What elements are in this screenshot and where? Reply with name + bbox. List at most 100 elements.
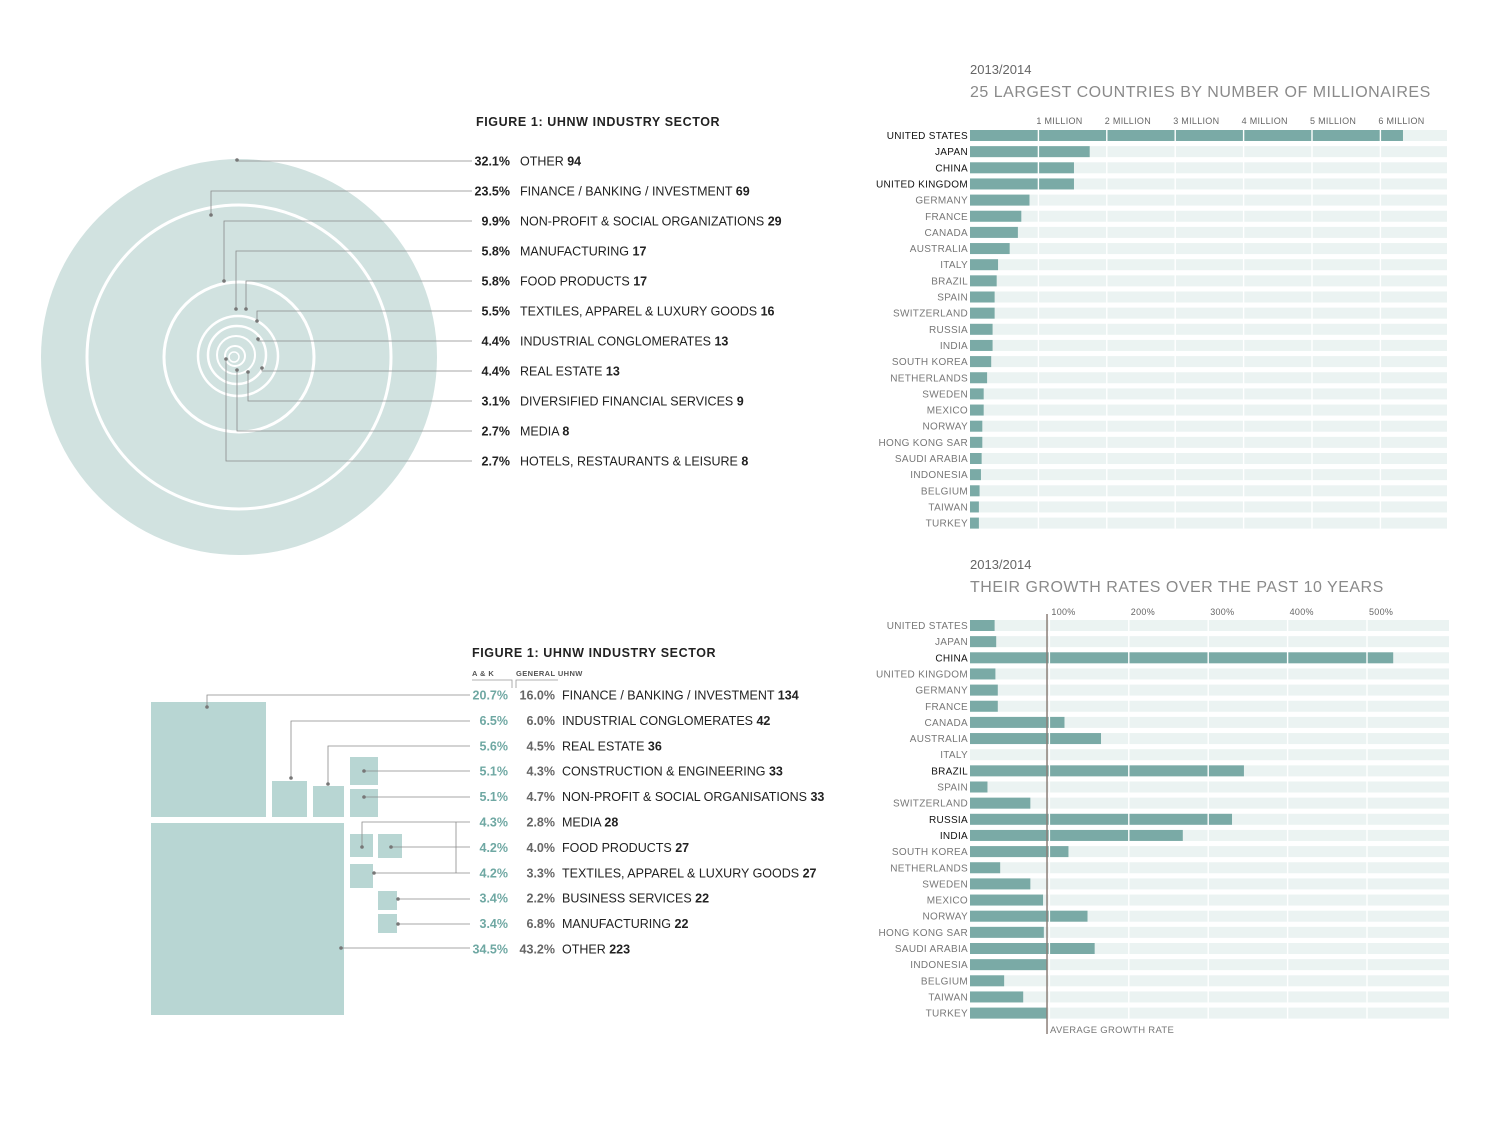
millionaires-chart-subtitle: 2013/2014 [970,62,1031,77]
growth-chart-bar-5 [970,700,998,712]
leader-line-0 [206,694,470,707]
growth-chart-bar-2 [970,652,1394,664]
millionaires-chart-category-23: TAIWAN [928,502,968,513]
millionaires-chart-track-24 [970,517,1447,529]
growth-chart-bar-11 [970,797,1031,809]
general-pct-3: 4.3% [527,765,556,779]
growth-chart-track-24 [970,1007,1449,1019]
leader-dot-3 [234,307,238,311]
general-pct-10: 43.2% [520,943,555,957]
general-pct-1: 6.0% [527,714,556,728]
leader-dot-2 [222,279,226,283]
millionaires-chart-category-12: RUSSIA [929,325,968,336]
growth-chart-tick-label-0: 100% [1051,607,1075,617]
growth-chart-bar-1 [970,636,997,648]
leader-dot-3 [362,769,366,773]
growth-chart-track-3 [970,668,1449,680]
growth-chart-track-4 [970,684,1449,696]
growth-chart-category-16: SWEDEN [922,879,968,890]
chart1-pct-6: 4.4% [482,335,511,349]
chart1-pct-9: 2.7% [482,425,511,439]
growth-chart-category-21: INDONESIA [910,960,968,971]
growth-chart-category-17: MEXICO [927,896,968,907]
growth-chart-track-16 [970,878,1449,890]
growth-chart-track-11 [970,797,1449,809]
growth-chart-category-2: CHINA [935,653,968,664]
millionaires-chart-category-4: GERMANY [915,196,968,207]
growth-chart-tick-label-2: 300% [1210,607,1234,617]
col-header-general: GENERAL UHNW [516,669,583,678]
millionaires-chart-tick-label-0: 1 MILLION [1036,116,1082,126]
growth-chart-track-15 [970,862,1449,874]
growth-chart-track-19 [970,926,1449,938]
leader-dot-5 [360,845,364,849]
growth-chart-track-6 [970,716,1449,728]
millionaires-chart-category-1: JAPAN [935,147,968,158]
leader-dot-1 [289,776,293,780]
leader-dot-4 [244,307,248,311]
ak-pct-9: 3.4% [480,917,509,931]
growth-chart-bar-12 [970,813,1233,825]
growth-chart-bar-9 [970,765,1244,777]
leader-dot-7 [372,871,376,875]
general-pct-6: 4.0% [527,841,556,855]
growth-chart-bar-13 [970,829,1183,841]
general-pct-8: 2.2% [527,892,556,906]
chart1-label-9: MEDIA 8 [520,425,569,439]
millionaires-chart-title: 25 LARGEST COUNTRIES BY NUMBER OF MILLIO… [970,84,1431,101]
millionaires-chart-bar-20 [970,453,982,464]
growth-chart-category-22: BELGIUM [921,976,968,987]
millionaires-chart-bar-21 [970,469,981,481]
leader-dot-10 [224,357,228,361]
growth-chart-track-21 [970,959,1449,971]
millionaires-chart-category-6: CANADA [925,228,969,239]
millionaires-chart-track-7 [970,243,1447,255]
growth-chart-category-3: UNITED KINGDOM [876,669,968,680]
millionaires-chart-track-5 [970,210,1447,222]
leader-dot-5 [255,319,259,323]
leader-dot-0 [235,158,239,162]
growth-chart-bar-23 [970,991,1024,1003]
growth-chart-bar-18 [970,910,1088,922]
millionaires-chart-category-8: ITALY [940,260,968,271]
growth-chart-tick-label-3: 400% [1290,607,1314,617]
ak-pct-5: 4.3% [480,816,509,830]
millionaires-chart-bar-23 [970,501,979,513]
growth-chart-track-13 [970,829,1449,841]
millionaires-chart-bar-16 [970,388,984,400]
chart1-label-1: FINANCE / BANKING / INVESTMENT 69 [520,185,750,199]
millionaires-chart-track-19 [970,436,1447,448]
leader-line-0 [236,160,472,162]
millionaires-chart-track-6 [970,226,1447,238]
chart1-pct-3: 5.8% [482,245,511,259]
ak-pct-3: 5.1% [480,765,509,779]
growth-chart-track-10 [970,781,1449,793]
chart2-label-7: TEXTILES, APPAREL & LUXURY GOODS 27 [562,866,817,880]
millionaires-chart-tick-label-3: 4 MILLION [1242,116,1288,126]
treemap-rect-10 [151,823,344,1015]
growth-chart-bar-21 [970,959,1048,971]
millionaires-chart-bar-15 [970,372,988,384]
chart1-label-7: REAL ESTATE 13 [520,365,620,379]
growth-chart-track-22 [970,975,1449,987]
chart1-pct-0: 32.1% [475,155,510,169]
general-pct-0: 16.0% [520,689,555,703]
growth-chart-bar-20 [970,943,1095,954]
leader-dot-6 [389,845,393,849]
growth-chart-bar-0 [970,620,995,631]
ak-pct-4: 5.1% [480,790,509,804]
growth-chart-bar-14 [970,846,1069,858]
chart1-pct-7: 4.4% [482,365,511,379]
millionaires-chart-track-9 [970,275,1447,287]
general-pct-4: 4.7% [527,790,556,804]
chart1-pct-8: 3.1% [482,395,511,409]
growth-chart-bar-24 [970,1007,1048,1019]
millionaires-chart-category-24: TURKEY [926,519,968,530]
growth-chart-category-0: UNITED STATES [887,621,968,632]
chart1-label-2: NON-PROFIT & SOCIAL ORGANIZATIONS 29 [520,215,782,229]
millionaires-chart-bar-22 [970,485,980,497]
growth-chart-bar-16 [970,878,1031,890]
millionaires-chart-category-7: AUSTRALIA [910,244,968,255]
millionaires-chart-track-4 [970,194,1447,206]
millionaires-chart-track-1 [970,146,1447,158]
